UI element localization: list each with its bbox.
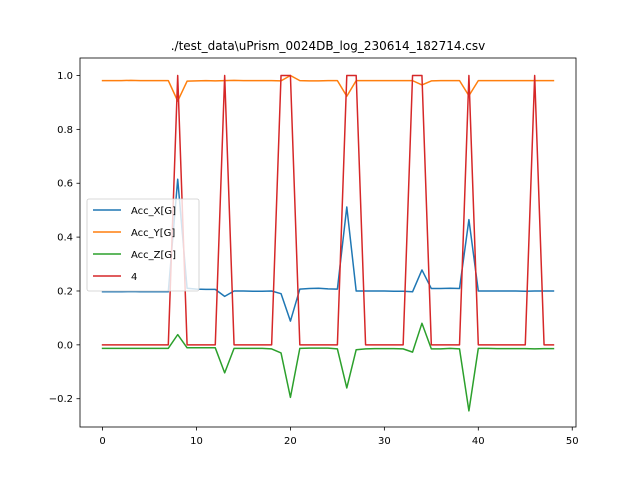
- legend-label-3: 4: [131, 272, 137, 283]
- chart-title: ./test_data\uPrism_0024DB_log_230614_182…: [171, 39, 486, 53]
- y-tick-label: 0.6: [57, 179, 73, 190]
- x-tick-label: 10: [190, 436, 203, 447]
- y-tick-label: 0.0: [57, 340, 73, 351]
- y-tick-label: 0.4: [57, 233, 73, 244]
- x-tick-label: 30: [378, 436, 391, 447]
- series-layer: [101, 74, 555, 412]
- series-line-2: [101, 322, 555, 412]
- legend: Acc_X[G] Acc_Y[G] Acc_Z[G] 4: [86, 198, 200, 292]
- y-tick-label: 0.2: [57, 286, 73, 297]
- legend-label-2: Acc_Z[G]: [131, 250, 176, 261]
- legend-label-0: Acc_X[G]: [131, 206, 176, 217]
- x-tick-label: 50: [566, 436, 579, 447]
- y-tick-label: −0.2: [49, 394, 73, 405]
- series-line-3: [101, 74, 555, 346]
- x-tick-label: 20: [284, 436, 297, 447]
- legend-label-1: Acc_Y[G]: [131, 228, 175, 239]
- series-line-0: [101, 178, 555, 322]
- series-line-1: [101, 74, 555, 102]
- x-tick-label: 40: [472, 436, 485, 447]
- legend-box: [86, 198, 200, 292]
- plot-frame: [79, 57, 577, 428]
- y-tick-label: 1.0: [57, 71, 73, 82]
- axes-layer: 0 10 20 30 40 50 −0.2 0.0 0.2 0.4 0.6 0.8 1.0: [49, 57, 579, 447]
- y-tick-label: 0.8: [57, 125, 73, 136]
- x-tick-label: 0: [99, 436, 105, 447]
